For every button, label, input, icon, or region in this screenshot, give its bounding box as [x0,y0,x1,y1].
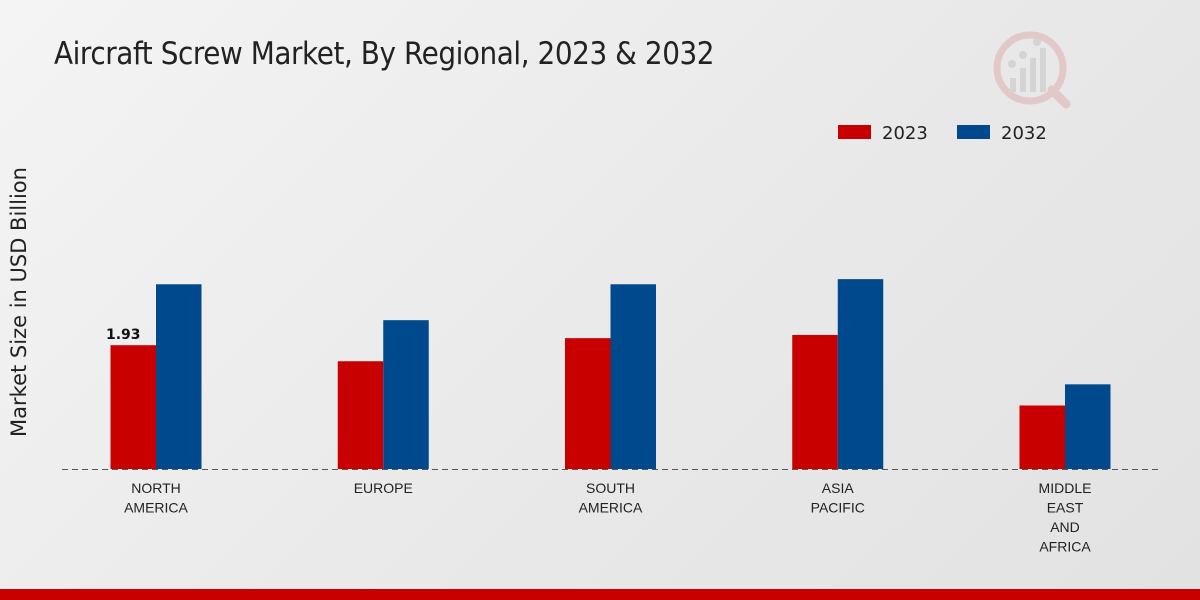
bar-2032-2 [610,284,656,469]
brand-logo-icon [993,31,1071,109]
x-tick-label-line: EUROPE [354,480,413,496]
x-tick-label-line: MIDDLE [1039,480,1092,496]
bar-2023-3 [792,334,838,469]
legend-swatch-2032 [957,125,990,139]
x-tick-label-1: EUROPE [354,480,413,496]
data-label-2023-0: 1.93 [106,327,141,343]
x-tick-label-line: AFRICA [1039,539,1091,555]
bar-2023-2 [565,338,611,469]
bar-2032-3 [837,279,884,469]
x-tick-label-line: PACIFIC [811,500,865,516]
legend-label-2023: 2023 [882,123,928,144]
x-tick-label-line: ASIA [822,480,855,496]
x-tick-label-2: SOUTH AMERICA [579,480,643,516]
bar-2032-4 [1065,384,1111,469]
bar-2032-0 [156,284,202,469]
x-tick-label-line: AND [1050,519,1080,535]
x-tick-label-line: EAST [1047,500,1084,516]
x-tick-label-line: AMERICA [124,500,188,516]
x-tick-label-3: ASIA PACIFIC [811,480,865,516]
legend-swatch-2023 [838,125,871,139]
bar-2032-1 [383,320,429,469]
bar-2023-1 [337,361,384,469]
y-axis-label: Market Size in USD Billion [7,167,31,437]
x-tick-label-line: NORTH [131,480,181,496]
bar-2023-4 [1019,405,1065,469]
x-tick-label-line: SOUTH [586,480,635,496]
x-tick-label-4: MIDDLE EAST AND AFRICA [1039,480,1092,555]
x-tick-label-0: NORTH AMERICA [124,480,188,516]
legend-label-2032: 2032 [1001,123,1047,144]
bar-2023-0 [110,345,156,469]
x-tick-label-line: AMERICA [579,500,643,516]
bottom-accent-bar [0,589,1200,600]
chart-title: Aircraft Screw Market, By Regional, 2023… [54,36,715,72]
